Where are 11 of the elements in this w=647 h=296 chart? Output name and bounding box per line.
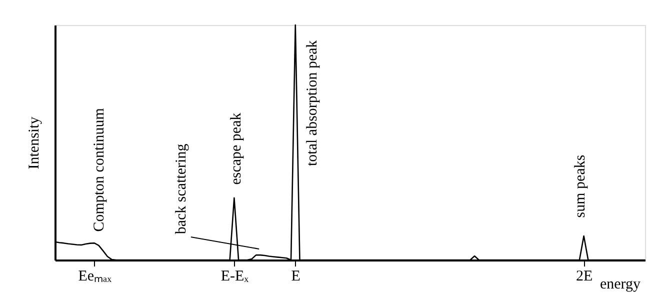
- annotation: Compton continuum: [92, 108, 108, 232]
- x-tick-label: E: [291, 268, 300, 284]
- x-tick-label: 2E: [576, 268, 593, 284]
- x-axis-title: energy: [600, 276, 641, 292]
- annotation: escape peak: [228, 112, 244, 185]
- x-tick-label: Eeₘₐₓ: [78, 268, 112, 284]
- annotation: total absorption peak: [304, 40, 321, 166]
- annotation: back scattering: [173, 143, 190, 234]
- annotation: sum peaks: [572, 154, 588, 218]
- x-tick-label: E-Eₓ: [220, 268, 250, 284]
- y-axis-title: Intensity: [26, 116, 42, 170]
